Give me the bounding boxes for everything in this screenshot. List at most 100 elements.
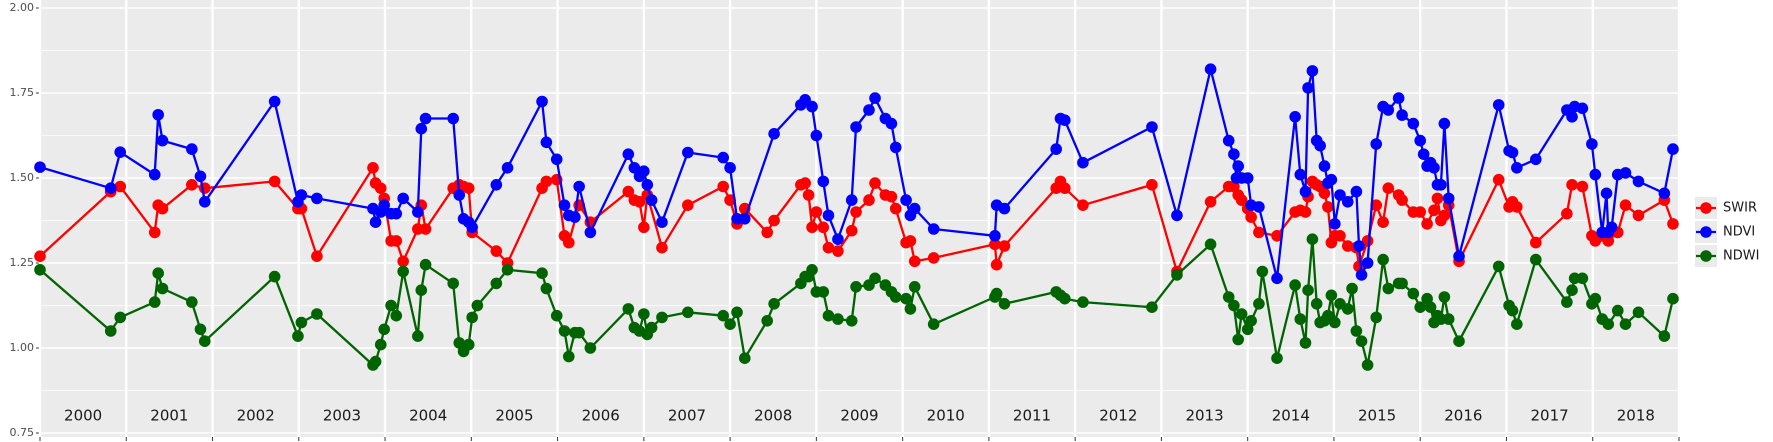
y-tick-label: 1.75 [10, 86, 35, 99]
data-point [1222, 291, 1235, 303]
data-point [1428, 162, 1440, 174]
data-point [569, 211, 581, 223]
data-point [268, 175, 281, 188]
data-point [656, 241, 668, 254]
data-point [447, 277, 460, 290]
data-point [198, 335, 211, 348]
data-point [1077, 156, 1089, 169]
data-point [1355, 269, 1368, 281]
data-point [558, 199, 571, 211]
data-point [390, 207, 403, 220]
data-point [1204, 196, 1217, 208]
data-point [390, 309, 403, 322]
data-point [1299, 206, 1312, 218]
data-point [1511, 201, 1523, 213]
data-point [1325, 289, 1338, 302]
data-point [1361, 359, 1374, 371]
x-tick-label: 2018 [1617, 407, 1655, 425]
data-point [927, 252, 940, 264]
data-point [1611, 304, 1624, 317]
plot-panel [40, 0, 1679, 437]
data-point [633, 196, 646, 208]
data-point [850, 121, 862, 133]
data-point [731, 306, 743, 319]
data-point [1424, 301, 1437, 314]
data-point [1566, 284, 1578, 297]
data-point [1667, 292, 1679, 305]
data-point [1171, 269, 1183, 281]
data-point [885, 190, 898, 203]
data-point [1350, 185, 1363, 198]
data-point [1245, 211, 1257, 223]
data-point [1235, 308, 1248, 320]
data-point [540, 282, 553, 295]
data-point [558, 325, 571, 337]
data-point [1561, 296, 1573, 308]
data-point [656, 311, 668, 324]
data-point [1253, 298, 1265, 310]
x-tick-label: 2004 [409, 407, 447, 425]
data-point [1271, 230, 1283, 242]
data-point [584, 226, 597, 239]
data-point [1632, 175, 1645, 188]
data-point [311, 192, 323, 205]
data-point [1632, 209, 1645, 222]
data-point [682, 146, 694, 159]
data-point [810, 129, 823, 142]
data-point [682, 306, 694, 319]
data-point [904, 235, 917, 247]
data-point [295, 316, 308, 329]
data-point [645, 194, 658, 206]
data-point [1453, 335, 1465, 348]
data-point [1329, 316, 1341, 329]
data-point [761, 226, 773, 239]
data-point [802, 189, 815, 201]
data-point [1530, 153, 1542, 166]
data-point [1146, 179, 1158, 191]
data-point [34, 161, 46, 173]
y-tick-label: 1.25 [10, 256, 35, 269]
data-point [717, 151, 730, 164]
data-point [1658, 330, 1671, 342]
data-point [1589, 168, 1602, 181]
data-point [990, 287, 1003, 300]
data-point [806, 221, 818, 234]
data-point [104, 325, 117, 337]
data-point [156, 282, 169, 295]
data-point [1361, 257, 1374, 269]
data-point [900, 194, 912, 206]
data-point [1232, 333, 1244, 346]
data-point [148, 226, 161, 239]
data-point [622, 303, 635, 315]
data-point [768, 214, 780, 227]
data-point [1407, 287, 1420, 300]
data-point [806, 264, 818, 276]
data-point [869, 92, 881, 104]
data-point [908, 202, 921, 215]
x-tick-label: 2014 [1272, 407, 1310, 425]
data-point [397, 255, 409, 268]
data-point [369, 216, 382, 228]
data-point [1414, 134, 1427, 147]
data-point [850, 206, 862, 218]
data-point [990, 258, 1003, 271]
data-point [114, 311, 127, 324]
data-point [1299, 185, 1312, 198]
data-point [1576, 102, 1589, 115]
data-point [1370, 138, 1383, 150]
data-point [466, 311, 478, 324]
data-point [1204, 63, 1217, 75]
data-point [1566, 179, 1578, 191]
data-point [1334, 230, 1346, 242]
data-point [998, 240, 1011, 252]
legend-label: NDWI [1723, 249, 1759, 264]
data-point [1059, 182, 1071, 194]
data-point [1589, 292, 1602, 305]
legend-label: NDVI [1723, 225, 1755, 240]
data-point [1453, 250, 1465, 262]
data-point [311, 250, 323, 262]
data-point [1294, 313, 1307, 325]
data-point [34, 264, 46, 276]
data-point [1241, 172, 1254, 184]
data-point [369, 355, 382, 368]
